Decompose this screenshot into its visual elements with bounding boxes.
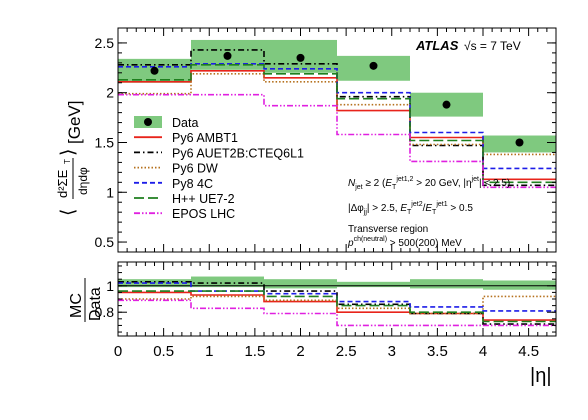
data-point [515, 138, 524, 147]
ratio-series-line-5 [118, 290, 556, 323]
data-point [150, 66, 159, 75]
data-point [369, 61, 378, 70]
annotation-region: Transverse region [348, 224, 428, 235]
ratio-uncertainty-band [337, 281, 410, 288]
selection-annotations: Njet ≥ 2 (ETjet1,2 > 20 GeV, |ηjet| < 2.… [347, 176, 510, 249]
experiment-label: ATLAS [415, 38, 459, 53]
data-point [296, 53, 305, 62]
x-tick-label: 3 [388, 343, 396, 360]
legend-label-6: EPOS LHC [172, 207, 235, 221]
energy-label: √s = 7 TeV [464, 39, 521, 53]
ratio-uncertainty-band [264, 279, 337, 289]
y-axis-numerator: d²ΣE [55, 169, 70, 198]
y-axis-unit: [GeV] [65, 101, 84, 144]
y-tick-label: 1.5 [95, 134, 115, 150]
y-tick-label: 2.5 [95, 35, 115, 51]
legend-label-1: Py6 AMBT1 [172, 131, 238, 145]
annotation-dphi-balance: |Δφjj| > 2.5, ETjet2/ETjet1 > 0.5 [348, 201, 473, 216]
ratio-y-tick-label: 1 [106, 278, 114, 294]
data-point [442, 100, 451, 109]
x-tick-label: 1 [205, 343, 213, 360]
y-axis-open-bracket: ⟨ [58, 209, 79, 216]
x-axis-title: |η| [530, 365, 552, 387]
legend-label-3: Py6 DW [172, 162, 218, 176]
y-tick-label: 2 [106, 85, 114, 101]
x-tick-label: 1.5 [244, 343, 265, 360]
x-tick-label: 0.5 [153, 343, 174, 360]
x-tick-label: 2.5 [336, 343, 357, 360]
ratio-y-axis-denominator: Data [87, 287, 104, 321]
mc-series-line-5 [118, 64, 556, 184]
ratio-series-line-6 [118, 299, 556, 327]
y-axis-numerator-sub: T [63, 159, 72, 164]
ratio-uncertainty-band [483, 280, 556, 290]
ratio-uncertainty-band [410, 279, 483, 289]
y-tick-label: 0.5 [95, 234, 115, 250]
legend-label-data: Data [172, 116, 198, 130]
ratio-y-axis-numerator: MC [68, 293, 85, 318]
x-tick-label: 4.5 [518, 343, 539, 360]
legend-label-5: H++ UE7-2 [172, 192, 235, 206]
mc-series-line-6 [118, 93, 556, 189]
x-tick-label: 3.5 [427, 343, 448, 360]
ratio-y-tick-label: 0.8 [95, 304, 115, 320]
y-axis-denominator: dηdφ [76, 167, 90, 195]
legend-label-2: Py6 AUET2B:CTEQ6L1 [172, 146, 304, 160]
data-point [223, 51, 232, 60]
legend-data-marker [144, 118, 152, 126]
annotation-pt-threshold: pch(neutral) > 500(200) MeV [347, 236, 462, 249]
ratio-uncertainty-band [191, 276, 264, 288]
y-axis-close-bracket: ⟩ [58, 149, 79, 156]
x-tick-label: 0 [114, 343, 122, 360]
ratio-y-axis-title: MC Data [68, 278, 104, 322]
x-tick-label: 2 [296, 343, 304, 360]
y-axis-title: ⟨ d²ΣE T dηdφ ⟩ [GeV] [55, 101, 90, 216]
annotation-jet-multiplicity: Njet ≥ 2 (ETjet1,2 > 20 GeV, |ηjet| < 2.… [348, 176, 510, 191]
legend-label-4: Py8 4C [172, 177, 213, 191]
x-tick-label: 4 [479, 343, 487, 360]
y-tick-label: 1 [106, 184, 114, 200]
